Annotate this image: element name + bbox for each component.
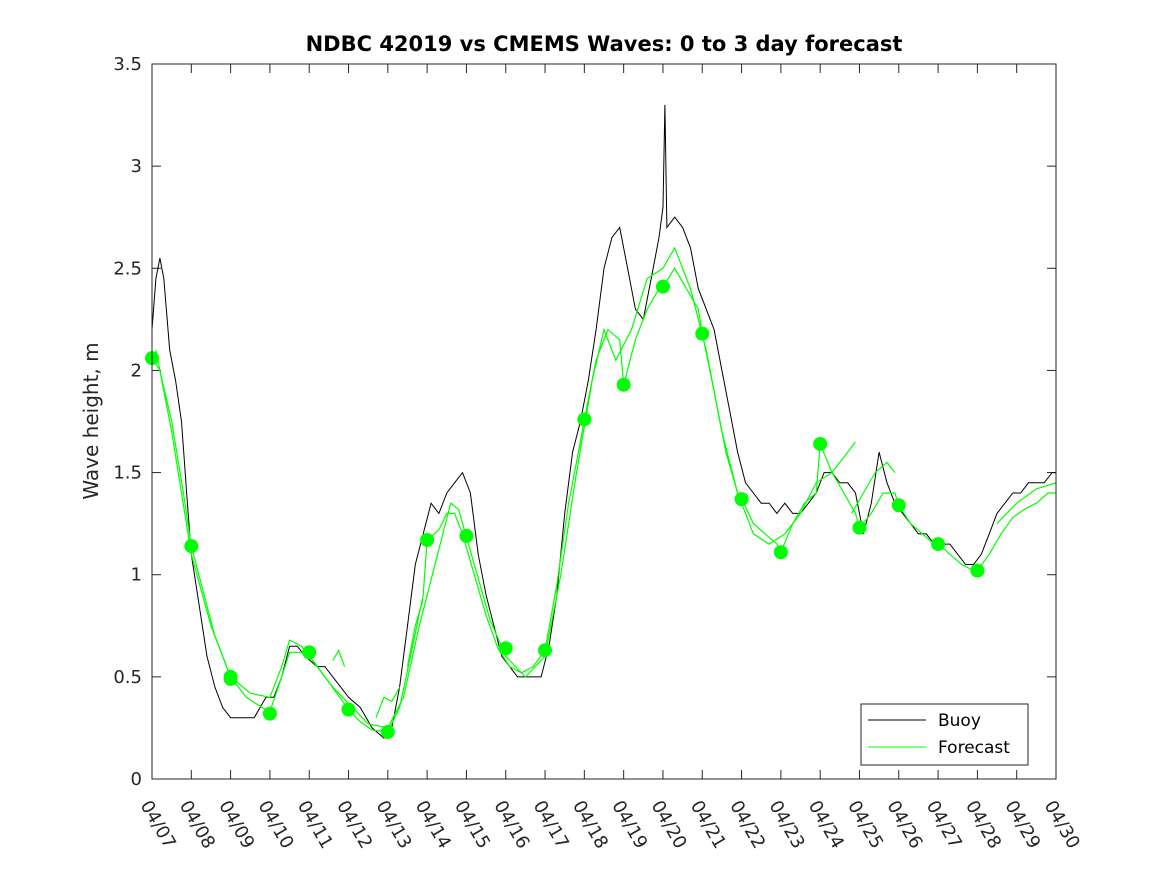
y-tick-label: 3.5	[113, 54, 142, 75]
forecast-marker	[380, 725, 395, 740]
forecast-marker	[577, 412, 592, 427]
forecast-marker	[184, 539, 199, 554]
forecast-marker	[262, 706, 277, 721]
y-tick-label: 0.5	[113, 667, 142, 688]
y-tick-label: 0	[131, 769, 142, 790]
forecast-line	[155, 246, 856, 729]
forecast-marker	[655, 279, 670, 294]
forecast-marker	[538, 643, 553, 658]
forecast-marker	[931, 537, 946, 552]
y-axis-label: Wave height, m	[79, 342, 103, 499]
y-tick-label: 1.5	[113, 463, 142, 484]
forecast-line	[332, 648, 346, 667]
forecast-marker	[223, 671, 238, 686]
legend: Buoy Forecast	[860, 703, 1029, 766]
forecast-line	[406, 599, 424, 667]
y-tick-label: 1	[131, 565, 142, 586]
forecast-line	[996, 482, 1057, 525]
forecast-marker	[852, 520, 867, 535]
plot-area	[152, 64, 1056, 779]
forecast-marker	[734, 492, 749, 507]
plot-frame	[151, 63, 1057, 780]
forecast-line	[375, 686, 401, 718]
forecast-marker	[302, 645, 317, 660]
forecast-markers	[145, 279, 985, 740]
legend-box	[860, 703, 1029, 766]
forecast-marker	[773, 545, 788, 560]
chart-title: NDBC 42019 vs CMEMS Waves: 0 to 3 day fo…	[306, 32, 903, 56]
forecast-marker	[616, 377, 631, 392]
legend-forecast-label: Forecast	[938, 738, 1010, 758]
forecast-marker	[420, 532, 435, 547]
forecast-marker	[498, 641, 513, 656]
forecast-marker	[891, 498, 906, 513]
forecast-marker	[341, 702, 356, 717]
y-tick-label: 2.5	[113, 258, 142, 279]
forecast-marker	[813, 436, 828, 451]
forecast-marker	[970, 563, 985, 578]
forecast-line	[851, 461, 896, 514]
forecast-marker	[459, 528, 474, 543]
legend-buoy-label: Buoy	[938, 711, 981, 731]
y-tick-label: 2	[131, 360, 142, 381]
forecast-marker	[695, 326, 710, 341]
y-tick-label: 3	[131, 156, 142, 177]
